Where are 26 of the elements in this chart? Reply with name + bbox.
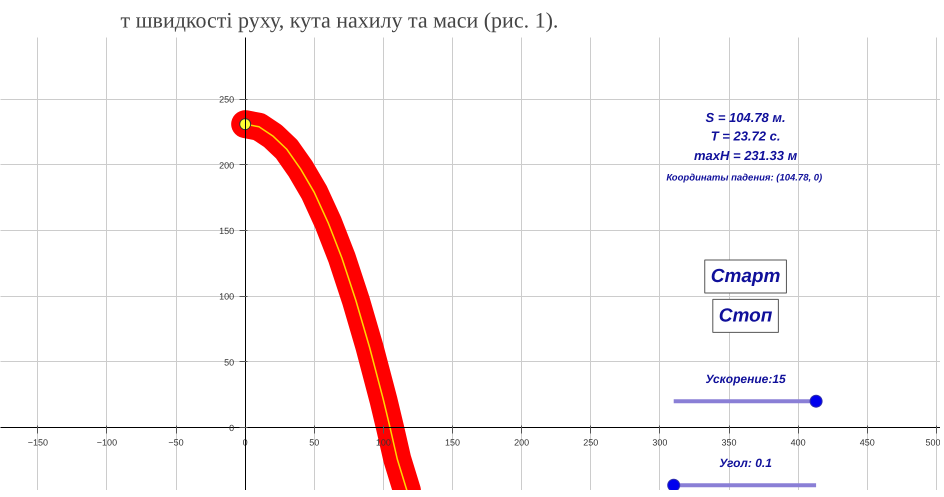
- x-tick-label: 300: [652, 437, 668, 448]
- y-tick-label: 200: [219, 160, 234, 170]
- x-tick-label: 500: [925, 437, 941, 448]
- annotation: Координаты падения: (104.78, 0): [666, 172, 822, 184]
- x-tick-label: 150: [445, 437, 460, 448]
- y-tick-label: 150: [219, 226, 234, 236]
- annotation: Старт: [710, 266, 781, 287]
- y-tick-label: 100: [219, 292, 234, 302]
- x-tick-label: −50: [168, 437, 184, 448]
- x-tick-label: 200: [514, 437, 530, 448]
- y-tick-label: 250: [219, 94, 234, 105]
- x-tick-label: −100: [96, 437, 118, 448]
- annotation: Стоп: [718, 305, 773, 326]
- x-tick-label: 400: [790, 437, 806, 448]
- x-tick-label: 350: [721, 437, 737, 448]
- x-tick-label: 50: [309, 437, 320, 448]
- x-tick-label: 250: [583, 437, 598, 448]
- annotation: maxH = 231.33 м: [694, 148, 798, 164]
- chart-title: т швидкості руху, кута нахилу та маси (рис. 1).: [120, 8, 558, 32]
- annotation: T = 23.72 с.: [710, 128, 780, 144]
- x-tick-label: 450: [860, 437, 875, 448]
- annotation: Ускорение:15: [705, 372, 786, 386]
- y-tick-label: 50: [224, 357, 234, 368]
- x-tick-label: −150: [28, 437, 48, 448]
- annotation: Угол: 0.1: [719, 456, 772, 470]
- annotation: S = 104.78 м.: [706, 110, 786, 126]
